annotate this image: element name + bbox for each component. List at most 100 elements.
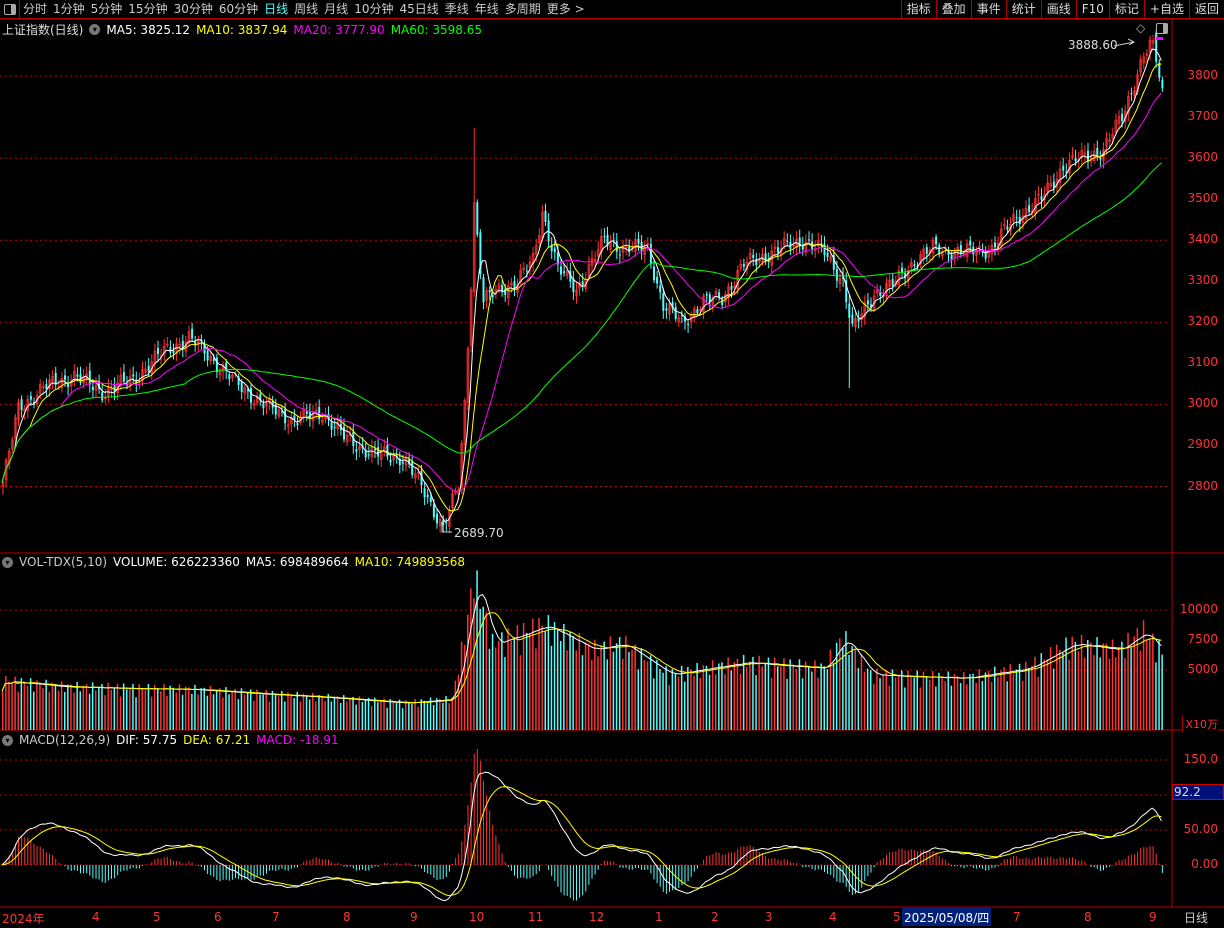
volume-bar (79, 691, 81, 730)
volume-bar (522, 622, 525, 730)
volume-bar (157, 688, 159, 730)
toolbar-button[interactable]: 返回 (1188, 0, 1224, 19)
volume-bar (1003, 667, 1005, 730)
candle-body (646, 243, 650, 246)
period-tab[interactable]: 年线 (474, 2, 499, 16)
period-tab[interactable]: 分时 (23, 2, 48, 16)
candle-body (389, 459, 392, 463)
axis-label: 2900 (1187, 437, 1218, 452)
volume-bar (671, 669, 674, 730)
toolbar-button[interactable]: 叠加 (935, 0, 971, 19)
period-tab[interactable]: 更多 > (546, 2, 585, 16)
period-tab[interactable]: 5分钟 (90, 2, 123, 16)
candle-body (432, 504, 435, 518)
volume-bar (1012, 673, 1015, 730)
volume-bar (529, 633, 531, 730)
candle-body (1121, 113, 1124, 122)
volume-bar (662, 672, 664, 730)
volume-bar (429, 697, 432, 730)
candle-body (135, 379, 138, 384)
volume-bar (485, 612, 488, 730)
volume-bar (997, 677, 999, 730)
diamond-icon[interactable]: ◇ (1136, 21, 1146, 35)
volume-bar (873, 683, 875, 730)
panel-toggle-icon[interactable] (1156, 23, 1168, 34)
volume-bar (29, 678, 32, 730)
toolbar-button[interactable]: +自选 (1143, 0, 1189, 19)
period-tab[interactable]: 日线 (264, 2, 289, 16)
volume-bar (26, 685, 29, 730)
candle-body (587, 264, 591, 278)
candle-body (404, 457, 408, 466)
volume-bar (98, 686, 100, 730)
volume-bar (352, 697, 354, 730)
date-label: 1 (655, 910, 663, 924)
toolbar-button[interactable]: 统计 (1005, 0, 1041, 19)
volume-bar (656, 659, 658, 730)
volume-bar (324, 701, 326, 730)
volume-bar (203, 687, 205, 730)
candle-body (621, 247, 625, 253)
cursor-date: 2025/05/08/四 (902, 908, 992, 926)
candle-body (1065, 171, 1068, 173)
dropdown-icon[interactable]: ▾ (89, 24, 101, 35)
period-tab[interactable]: 1分钟 (53, 2, 85, 16)
candle-body (101, 392, 104, 401)
candle-body (110, 388, 113, 391)
toolbar-button[interactable]: 事件 (970, 0, 1006, 19)
toolbar-button[interactable]: 画线 (1040, 0, 1076, 19)
volume-bar (913, 677, 915, 730)
period-tab[interactable]: 季线 (444, 2, 469, 16)
volume-bar (374, 697, 376, 730)
volume-bar (401, 708, 404, 730)
volume-unit: X10万 (1182, 716, 1218, 732)
volume-bar (346, 701, 348, 730)
period-tab[interactable]: 周线 (294, 2, 319, 16)
candle-body (656, 276, 659, 284)
period-tab[interactable]: 15分钟 (128, 2, 168, 16)
period-tab[interactable]: 10分钟 (354, 2, 394, 16)
volume-bar (541, 625, 543, 730)
period-tab[interactable]: 多周期 (504, 2, 541, 16)
volume-bar (975, 682, 977, 730)
volume-bar (907, 670, 909, 730)
period-tab[interactable]: 月线 (324, 2, 349, 16)
volume-bar (581, 655, 584, 730)
volume-bar (631, 649, 633, 730)
period-tab[interactable]: 30分钟 (173, 2, 213, 16)
volume-bar (932, 671, 934, 730)
candle-body (358, 445, 361, 451)
volume-bar (680, 665, 683, 730)
dif-line (1, 771, 1162, 902)
candle-body (1083, 152, 1087, 155)
period-tab[interactable]: 45日线 (399, 2, 439, 16)
candle-body (593, 259, 597, 261)
volume-bar (938, 672, 940, 730)
volume-bar (1009, 664, 1011, 730)
candle-body (197, 340, 200, 345)
ma20-line (1, 92, 1162, 493)
date-label: 9 (1149, 910, 1157, 924)
toolbar-button[interactable]: 标记 (1108, 0, 1144, 19)
volume-bar (1031, 665, 1033, 730)
toolbar-button[interactable]: F10 (1075, 0, 1109, 19)
candle-body (940, 251, 944, 257)
layout-toggle-icon[interactable] (0, 0, 20, 19)
volume-bar (981, 680, 984, 730)
candle-body (482, 277, 485, 303)
candle-body (969, 240, 972, 246)
volume-bar (643, 660, 646, 730)
volume-bar (566, 650, 568, 730)
volume-bar (606, 659, 608, 730)
volume-bar (560, 640, 562, 730)
volume-bar (1049, 647, 1052, 730)
volume-bar (460, 641, 463, 730)
volume-bar (1006, 681, 1008, 730)
dropdown-icon[interactable]: ▾ (2, 734, 13, 746)
period-tab[interactable]: 60分钟 (218, 2, 259, 16)
candle-body (823, 244, 826, 256)
toolbar-button[interactable]: 指标 (900, 0, 936, 19)
candle-body (866, 300, 869, 305)
dropdown-icon[interactable]: ▾ (2, 556, 13, 568)
